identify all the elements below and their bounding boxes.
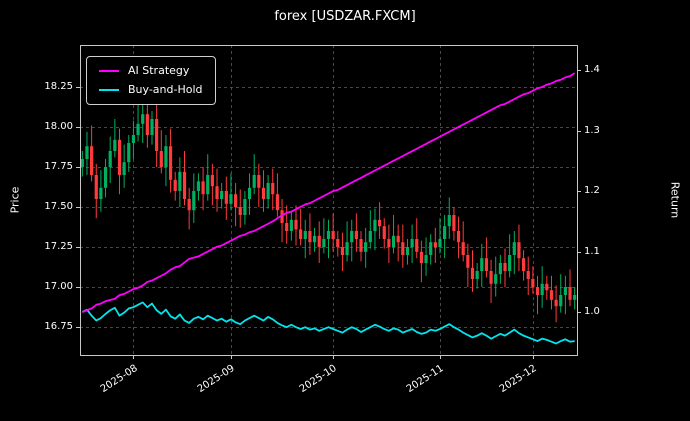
ai-strategy-line-swatch [99, 70, 119, 72]
price-tick-label: 17.25 [44, 241, 73, 252]
price-tick-label: 17.75 [44, 161, 73, 172]
return-tick-label: 1.2 [584, 185, 600, 197]
price-tick-label: 16.75 [44, 321, 73, 332]
chart-title: forex [USDZAR.FXCM] [274, 9, 416, 24]
legend-item-ai-strategy: AI Strategy [99, 65, 203, 77]
price-tick-label: 18.25 [44, 81, 73, 92]
ai-strategy-legend-label: AI Strategy [128, 64, 190, 77]
buy-and-hold-legend-label: Buy-and-Hold [128, 83, 203, 96]
return-tick-label: 1.1 [584, 245, 600, 257]
legend: AI Strategy Buy-and-Hold [86, 56, 216, 105]
price-tick-label: 18.00 [44, 121, 73, 132]
return-tick-label: 1.4 [584, 64, 600, 76]
price-tick-label: 17.00 [44, 281, 73, 292]
return-tick-label: 1.0 [584, 306, 600, 318]
buy-and-hold-line-swatch [99, 89, 119, 91]
price-tick-label: 17.50 [44, 201, 73, 212]
return-axis-label: Return [668, 181, 682, 219]
return-tick-label: 1.3 [584, 124, 600, 136]
legend-item-buy-and-hold: Buy-and-Hold [99, 84, 203, 96]
